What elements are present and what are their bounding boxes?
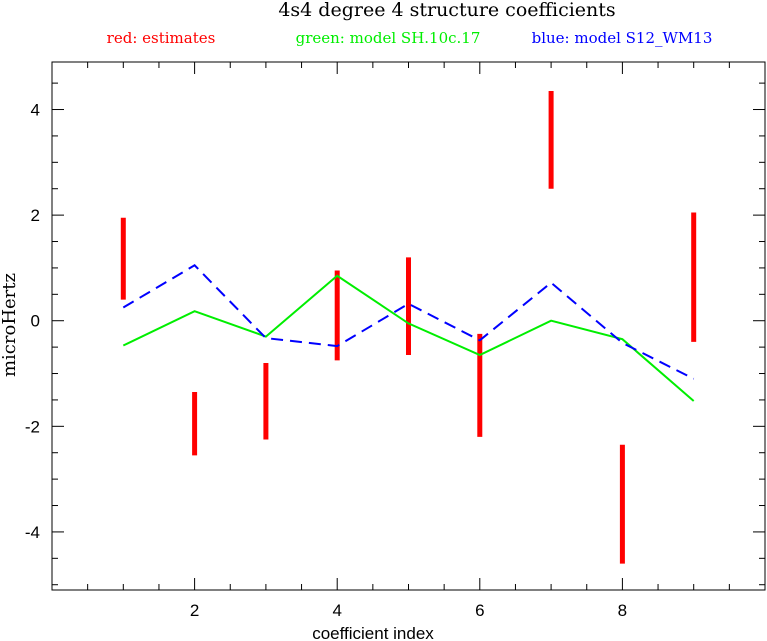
- series-line-green: [122, 274, 695, 402]
- x-ticks: 2 4 6 8: [87, 62, 730, 620]
- estimates-layer: [120, 91, 697, 564]
- series-line-blue: [122, 264, 695, 380]
- x-tick-label: 8: [618, 601, 627, 620]
- legend-estimates: red: estimates: [107, 29, 216, 47]
- x-axis-label: coefficient index: [312, 624, 434, 641]
- y-tick-label: 4: [31, 101, 40, 120]
- series-layer: [122, 264, 695, 402]
- y-tick-label: 0: [31, 312, 40, 331]
- x-tick-label: 2: [190, 601, 199, 620]
- legend-model-sh: green: model SH.10c.17: [296, 29, 481, 47]
- y-tick-label: -2: [25, 417, 40, 436]
- y-tick-label: -4: [25, 523, 40, 542]
- x-tick-label: 6: [475, 601, 484, 620]
- y-axis-label: microHertz: [0, 273, 20, 377]
- x-tick-label: 4: [332, 601, 341, 620]
- chart-title: 4s4 degree 4 structure coefficients: [278, 0, 615, 21]
- legend-model-s12: blue: model S12_WM13: [532, 29, 713, 47]
- y-tick-label: 2: [31, 206, 40, 225]
- y-ticks: -4 -2 0 2 4: [25, 82, 765, 586]
